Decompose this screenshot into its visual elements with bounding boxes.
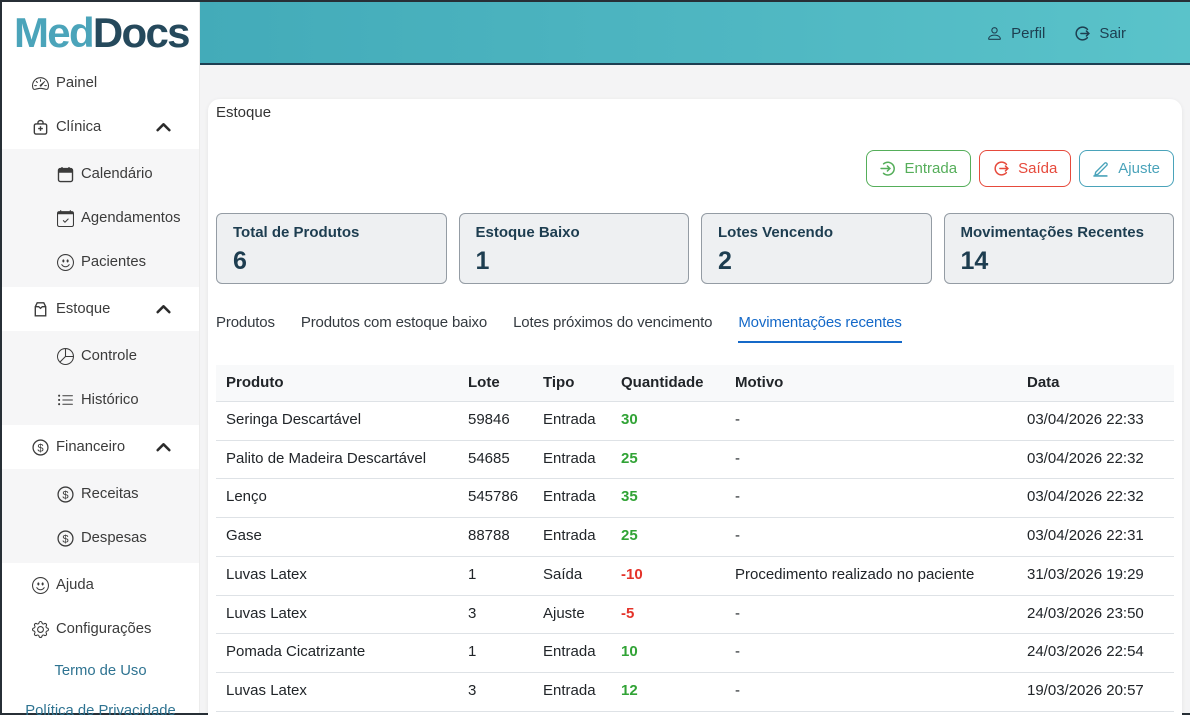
svg-text:$: $	[37, 442, 44, 454]
svg-text:$: $	[62, 489, 69, 501]
svg-text:$: $	[62, 533, 69, 545]
